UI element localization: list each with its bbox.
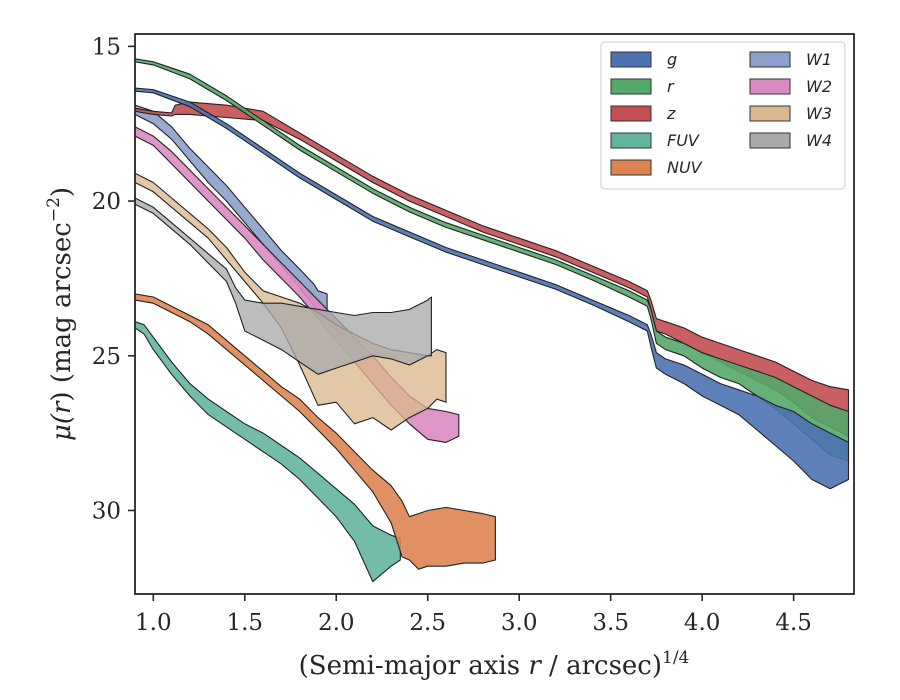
x-axis-label: (Semi-major axis r / arcsec)1/4 bbox=[299, 648, 690, 681]
legend-swatch-w2 bbox=[749, 78, 791, 95]
legend-label-z: z bbox=[666, 104, 676, 123]
ticks-layer: 1.0 1.5 2.0 2.5 3.0 3.5 4.0 4.5 15 20 25 30 bbox=[92, 34, 812, 636]
legend-swatch-r bbox=[610, 78, 652, 95]
legend-swatch-g bbox=[610, 51, 652, 68]
x-tick-label: 2.5 bbox=[409, 610, 446, 636]
legend-swatch-w3 bbox=[749, 105, 791, 122]
legend-label-g: g bbox=[667, 50, 677, 69]
series-band-nuv bbox=[135, 293, 496, 570]
y-axis-label: μ(r) (mag arcsec−2) bbox=[44, 187, 77, 441]
legend-label-r: r bbox=[667, 77, 675, 96]
x-tick-label: 1.5 bbox=[226, 610, 263, 636]
y-tick-label: 20 bbox=[92, 189, 121, 215]
legend-label-w3: W3 bbox=[806, 104, 832, 123]
legend-swatch-z bbox=[610, 105, 652, 122]
legend-label-w2: W2 bbox=[806, 77, 832, 96]
x-tick-label: 4.5 bbox=[775, 610, 812, 636]
y-tick-label: 15 bbox=[92, 34, 121, 60]
legend-items: grz FUV NUV W1 W2 W3 W4 bbox=[610, 50, 832, 177]
legend-swatch-fuv bbox=[610, 132, 652, 149]
series-layer bbox=[135, 58, 850, 583]
x-tick-label: 3.5 bbox=[592, 610, 629, 636]
legend-swatch-nuv bbox=[610, 159, 652, 176]
x-tick-label: 3.0 bbox=[501, 610, 538, 636]
y-tick-label: 30 bbox=[92, 498, 121, 524]
series-band-g bbox=[135, 87, 850, 490]
series-band-w3 bbox=[135, 172, 447, 431]
series-band-fuv bbox=[135, 321, 401, 583]
legend-label-w1: W1 bbox=[806, 50, 832, 69]
y-tick-label: 25 bbox=[92, 344, 121, 370]
legend-swatch-w4 bbox=[749, 132, 791, 149]
legend: grz FUV NUV W1 W2 W3 W4 bbox=[600, 41, 846, 190]
legend-swatch-w1 bbox=[749, 51, 791, 68]
x-tick-label: 2.0 bbox=[318, 610, 355, 636]
x-tick-label: 1.0 bbox=[135, 610, 172, 636]
legend-label-w4: W4 bbox=[806, 131, 832, 150]
legend-label-nuv: NUV bbox=[667, 158, 703, 177]
legend-label-fuv: FUV bbox=[667, 131, 700, 150]
x-tick-label: 4.0 bbox=[684, 610, 721, 636]
axes-frame bbox=[134, 33, 855, 595]
series-band-w4 bbox=[135, 197, 432, 375]
